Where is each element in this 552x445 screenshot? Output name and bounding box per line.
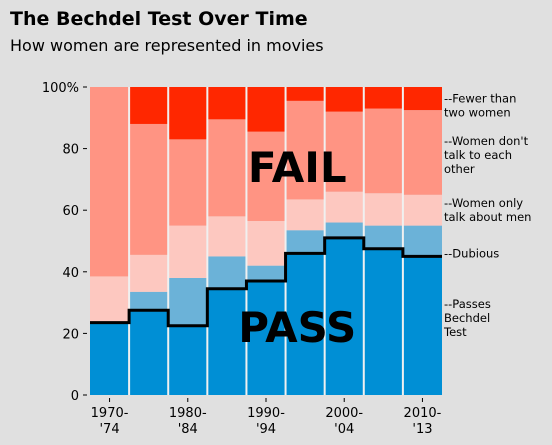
bar-segment-dont_talk xyxy=(90,87,130,277)
y-axis: 0 20 40 60 80 100% xyxy=(42,81,87,404)
bar-segment-talk_about_men xyxy=(324,191,364,223)
bar-segment-fewer_than_two xyxy=(363,87,403,109)
series-label: Test xyxy=(443,325,467,339)
bar-segment-fewer_than_two xyxy=(285,87,325,101)
y-tick-label: 100% xyxy=(42,81,79,96)
bar-segment-dubious xyxy=(207,256,247,289)
x-tick-label: 2010- xyxy=(404,406,442,421)
bar-segment-talk_about_men xyxy=(90,276,130,323)
bar-segment-dont_talk xyxy=(324,111,364,192)
series-label: --Women don't xyxy=(444,134,529,148)
bar-segment-pass xyxy=(207,288,247,395)
x-tick-label: '94 xyxy=(256,422,276,437)
bar-segment-talk_about_men xyxy=(285,199,325,231)
bar-segment-pass xyxy=(324,237,364,395)
bar-segment-pass xyxy=(246,281,286,395)
bar-segment-dont_talk xyxy=(168,139,208,226)
series-label: other xyxy=(444,162,475,176)
bar-segment-dont_talk xyxy=(363,108,403,194)
bar-segment-dont_talk xyxy=(129,123,169,255)
y-tick-label: 40 xyxy=(62,266,79,281)
y-tick-label: 0 xyxy=(71,389,79,404)
annotation-pass: PASS xyxy=(238,303,356,352)
chart-subtitle: How women are represented in movies xyxy=(10,36,324,55)
series-label: --Passes xyxy=(444,297,491,311)
y-tick-label: 80 xyxy=(62,143,79,158)
x-axis: 1970-'74 1980-'84 1990-'94 2000-'04 2010-'13 xyxy=(91,398,442,437)
x-tick-label: '84 xyxy=(178,422,198,437)
bar-group xyxy=(90,87,442,395)
series-label: talk about men xyxy=(444,210,531,224)
pass-threshold-line xyxy=(90,236,442,328)
series-label: Bechdel xyxy=(444,311,490,325)
x-tick-label: 1980- xyxy=(169,406,207,421)
series-label: two women xyxy=(444,105,511,119)
annotations: FAIL PASS xyxy=(238,143,356,352)
bar-segment-dont_talk xyxy=(207,119,247,217)
annotation-fail: FAIL xyxy=(248,143,347,192)
bar-segment-dubious xyxy=(168,277,208,326)
bar-segment-dubious xyxy=(129,291,169,311)
bar-segment-dubious xyxy=(285,230,325,254)
bar-segment-pass xyxy=(168,325,208,395)
bar-segment-dont_talk xyxy=(402,110,442,195)
bar-segment-dont_talk xyxy=(285,100,325,200)
x-tick-label: '13 xyxy=(412,422,432,437)
series-label: talk to each xyxy=(444,148,512,162)
bar-segment-dont_talk xyxy=(246,131,286,221)
bar-segment-talk_about_men xyxy=(246,220,286,266)
bar-segment-pass xyxy=(129,310,169,395)
x-tick-label: '04 xyxy=(334,422,354,437)
bar-segment-fewer_than_two xyxy=(207,87,247,120)
right-labels: --Fewer than two women --Women don't talk… xyxy=(443,91,531,339)
bar-segment-fewer_than_two xyxy=(324,87,364,112)
series-label: --Dubious xyxy=(444,246,499,260)
bar-segment-talk_about_men xyxy=(168,225,208,278)
bar-segment-talk_about_men xyxy=(402,194,442,226)
chart-title: The Bechdel Test Over Time xyxy=(10,8,308,30)
bar-segment-fewer_than_two xyxy=(246,87,286,132)
bar-segment-dubious xyxy=(402,225,442,257)
x-tick-label: 1990- xyxy=(247,406,285,421)
bar-segment-dubious xyxy=(363,225,403,249)
bar-segment-pass xyxy=(285,253,325,395)
y-tick-label: 20 xyxy=(62,327,79,342)
bar-segment-pass xyxy=(363,248,403,395)
bar-segment-talk_about_men xyxy=(129,254,169,292)
bar-segment-fewer_than_two xyxy=(129,87,169,124)
x-tick-label: 1970- xyxy=(91,406,129,421)
x-tick-label: '74 xyxy=(99,422,119,437)
bar-segment-fewer_than_two xyxy=(168,87,208,140)
bar-segment-dubious xyxy=(246,265,286,282)
bar-segment-dubious xyxy=(324,222,364,238)
bar-segment-pass xyxy=(402,256,442,395)
y-tick-label: 60 xyxy=(62,204,79,219)
bar-segment-talk_about_men xyxy=(207,216,247,257)
x-tick-label: 2000- xyxy=(325,406,363,421)
series-label: --Women only xyxy=(444,196,523,210)
bar-segment-fewer_than_two xyxy=(402,87,442,111)
bar-segment-pass xyxy=(90,322,130,395)
bar-segment-talk_about_men xyxy=(363,193,403,226)
series-label: --Fewer than xyxy=(444,91,516,105)
